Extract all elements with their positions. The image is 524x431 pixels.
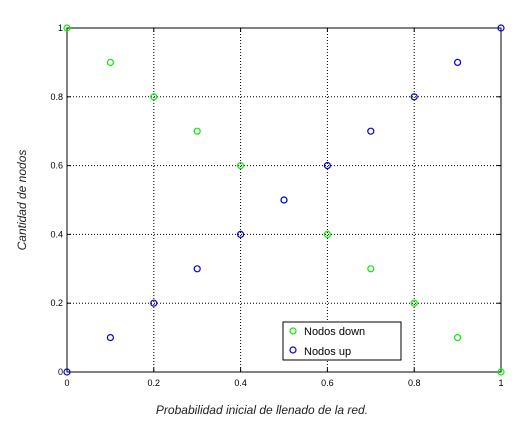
y-tick-label: 0.4 <box>50 229 63 239</box>
x-tick-label: 0.8 <box>408 378 421 388</box>
point-nodos-down <box>454 334 462 342</box>
legend-label-nodos-down: Nodos down <box>304 326 365 338</box>
y-tick-label: 0.8 <box>50 92 63 102</box>
point-nodos-down <box>237 162 245 170</box>
y-axis-ticks: 0 0.2 0.4 0.6 0.8 1 <box>50 23 501 377</box>
point-nodos-down <box>193 127 201 135</box>
x-axis-label: Probabilidad inicial de llenado de la re… <box>156 403 368 417</box>
point-nodos-up <box>323 162 331 170</box>
point-nodos-up <box>410 93 418 101</box>
point-nodos-down <box>323 230 331 238</box>
x-tick-label: 0.2 <box>148 378 161 388</box>
point-nodos-up <box>150 299 158 307</box>
point-nodos-down <box>367 265 375 273</box>
y-axis-label: Cantidad de nodos <box>15 150 29 251</box>
point-nodos-up <box>497 24 505 32</box>
x-tick-label: 0.6 <box>321 378 334 388</box>
point-nodos-up <box>454 58 462 67</box>
point-nodos-up <box>106 334 115 342</box>
legend-marker-nodos-down <box>289 327 297 335</box>
legend-label-nodos-up: Nodos up <box>304 346 351 358</box>
y-tick-label: 0.6 <box>50 161 63 171</box>
x-axis-ticks: 0 0.2 0.4 0.6 0.8 1 <box>64 28 504 388</box>
y-tick-label: 0.2 <box>50 298 63 308</box>
x-tick-label: 0 <box>64 378 69 388</box>
point-nodos-up <box>280 196 288 204</box>
data-points <box>63 24 505 376</box>
legend-box <box>282 321 402 361</box>
point-nodos-up <box>193 265 201 273</box>
grid-lines <box>67 28 501 372</box>
point-nodos-down <box>63 24 71 32</box>
x-tick-label: 1 <box>498 378 503 388</box>
legend: Nodos down Nodos up <box>282 321 402 361</box>
point-nodos-up <box>63 368 71 376</box>
point-nodos-down <box>106 58 115 67</box>
y-tick-label: 0 <box>58 367 63 377</box>
x-tick-label: 0.4 <box>234 378 247 388</box>
y-tick-label: 1 <box>58 23 63 33</box>
point-nodos-up <box>367 127 375 135</box>
point-nodos-down <box>497 368 505 376</box>
point-nodos-down <box>150 93 158 101</box>
point-nodos-up <box>237 230 245 238</box>
plot-area <box>66 27 502 373</box>
point-nodos-down <box>410 299 418 307</box>
legend-marker-nodos-up <box>289 346 297 354</box>
